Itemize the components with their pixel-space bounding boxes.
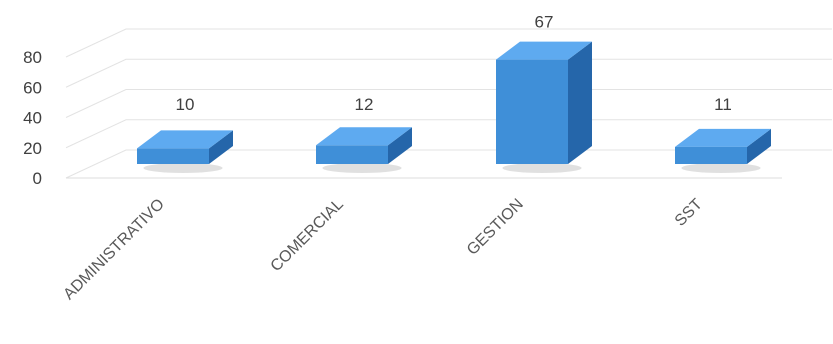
x-axis: ADMINISTRATIVO COMERCIAL GESTION SST <box>60 196 706 304</box>
bar-shadow <box>143 163 223 173</box>
bar-shadow <box>681 163 761 173</box>
bar-front <box>675 146 747 164</box>
y-tick-label: 0 <box>33 169 42 188</box>
y-tick-label: 40 <box>23 109 42 128</box>
bar-top <box>675 128 771 147</box>
gridline <box>65 58 832 88</box>
data-label: 11 <box>714 95 732 114</box>
y-tick-label: 60 <box>23 78 42 97</box>
bar-front <box>496 59 568 164</box>
bars <box>137 41 771 173</box>
bar-shadow <box>502 163 582 173</box>
bar-top <box>316 127 412 146</box>
bar-front <box>316 145 388 164</box>
bar-top <box>137 130 233 149</box>
y-axis: 0 20 40 60 80 <box>23 48 42 188</box>
bar-side <box>209 130 233 164</box>
data-label: 67 <box>535 13 554 32</box>
gridline <box>65 89 832 118</box>
bar <box>316 127 412 173</box>
x-category-label: GESTION <box>464 196 527 259</box>
data-label: 12 <box>355 95 374 114</box>
gridline <box>65 119 832 149</box>
y-tick-label: 80 <box>23 48 42 67</box>
data-label: 10 <box>176 95 195 114</box>
bar <box>675 128 771 173</box>
bar-side <box>388 127 412 164</box>
y-tick-label: 20 <box>23 139 42 158</box>
bar-front <box>137 148 209 164</box>
data-labels: 10 12 67 11 <box>176 13 732 114</box>
bar <box>496 41 592 173</box>
x-category-label: COMERCIAL <box>268 196 347 275</box>
bar-shadow <box>322 163 402 173</box>
x-category-label: SST <box>672 196 706 230</box>
x-category-label: ADMINISTRATIVO <box>60 196 167 303</box>
bar-side <box>568 41 592 164</box>
bar-side <box>747 128 771 164</box>
gridline <box>65 149 832 179</box>
bar-top <box>496 41 592 60</box>
gridline <box>65 28 832 58</box>
grid-layer <box>65 28 832 179</box>
bar <box>137 130 233 173</box>
